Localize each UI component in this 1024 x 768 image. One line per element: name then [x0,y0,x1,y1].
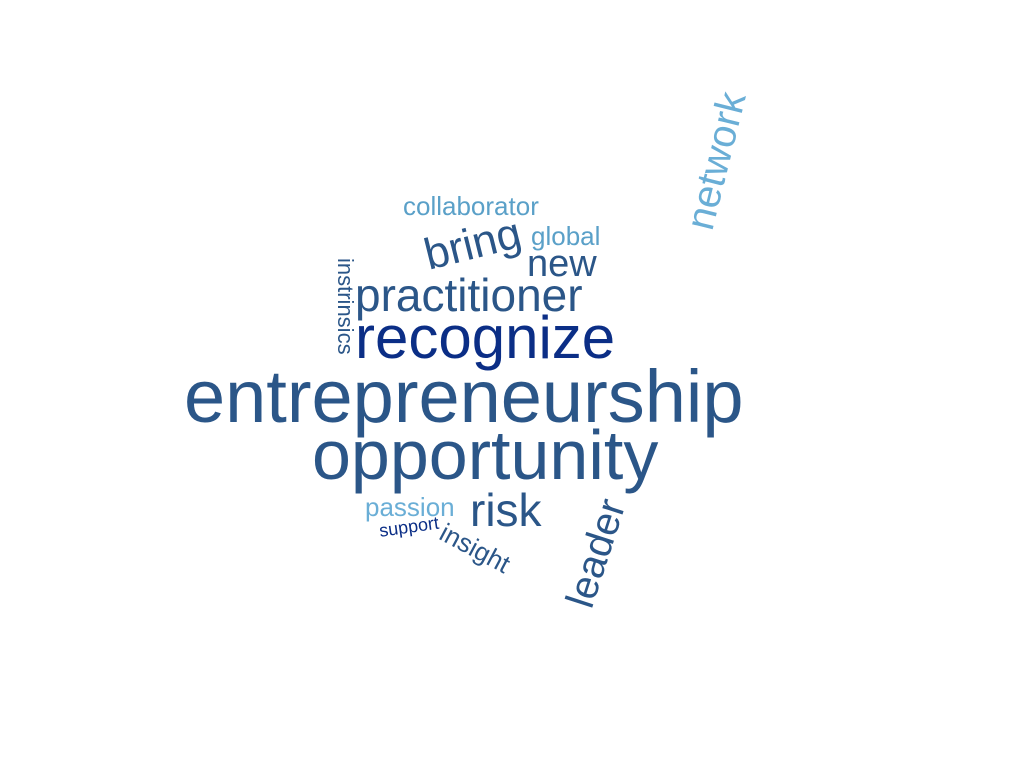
word-network: network [678,87,755,235]
word-recognize: recognize [355,304,616,371]
word-risk: risk [470,484,542,536]
word-leader: leader [558,493,635,613]
word-instrinsics: instrinsics [333,258,358,355]
word-global: global [531,221,601,251]
word-bring: bring [419,208,527,280]
word-entrepreneurship: entrepreneurship [184,355,744,438]
word-passion: passion [365,492,455,522]
word-new: new [527,243,597,285]
word-opportunity: opportunity [312,416,659,494]
word-collaborator: collaborator [403,191,539,221]
word-practitioner: practitioner [355,269,583,321]
